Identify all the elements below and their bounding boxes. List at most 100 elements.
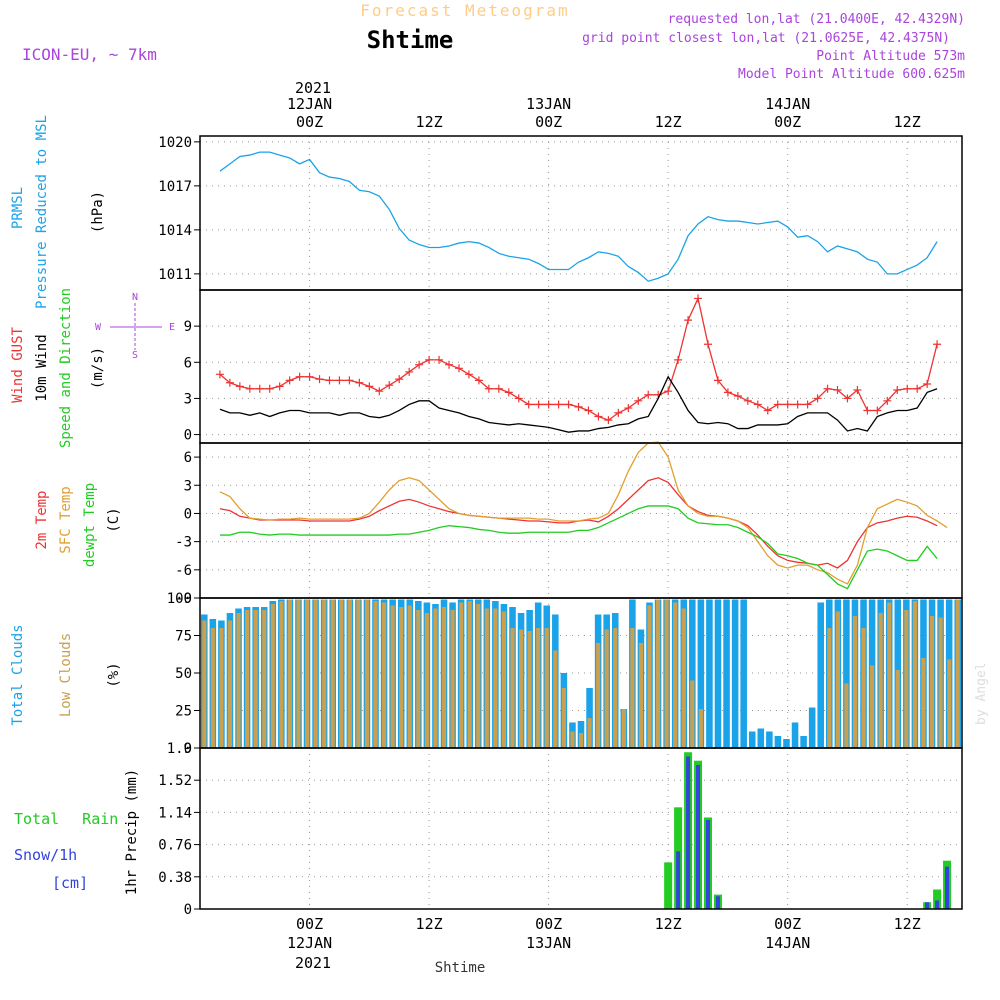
- low-cloud-bar: [459, 602, 464, 748]
- low-cloud-bar: [681, 608, 686, 748]
- gust-point: [365, 382, 374, 391]
- low-cloud-bar: [630, 628, 635, 748]
- bottom-year: 2021: [295, 954, 331, 972]
- low-cloud-bar: [270, 604, 275, 748]
- low-cloud-bar: [347, 599, 352, 748]
- gust-point: [684, 316, 693, 325]
- low-cloud-bar: [955, 599, 960, 748]
- gust-point: [843, 394, 852, 403]
- gust-point: [534, 400, 543, 409]
- low-cloud-bar: [373, 601, 378, 748]
- low-cloud-bar: [510, 628, 515, 748]
- compass-s: S: [132, 350, 138, 361]
- snow-bar: [696, 764, 701, 909]
- low-cloud-bar: [236, 613, 241, 748]
- gust-point: [355, 378, 364, 387]
- low-cloud-bar: [664, 599, 669, 748]
- gust-point: [345, 376, 354, 385]
- gust-point: [415, 360, 424, 369]
- low-cloud-bar: [947, 659, 952, 748]
- top-tick-label: 12Z: [655, 113, 682, 131]
- gust-point: [713, 376, 722, 385]
- gust-point: [773, 400, 782, 409]
- gust-point: [933, 340, 942, 349]
- low-cloud-bar: [245, 610, 250, 748]
- y-tick-label: -6: [175, 563, 192, 579]
- gust-point: [813, 394, 822, 403]
- prmsl-desc-label: Pressure Reduced to MSL: [34, 115, 50, 309]
- top-tick-label: 00Z: [774, 113, 801, 131]
- low-cloud-bar: [536, 628, 541, 748]
- total-cloud-bar: [706, 599, 713, 748]
- low-cloud-bar: [895, 670, 900, 748]
- low-cloud-bar: [441, 607, 447, 748]
- gust-point: [285, 376, 294, 385]
- total-cloud-bar: [731, 599, 739, 748]
- temp-unit-label: (C): [106, 507, 122, 532]
- gust-point: [474, 376, 483, 385]
- location-title: Shtime: [367, 26, 454, 54]
- panel-frame: [199, 289, 963, 444]
- low-cloud-bar: [544, 628, 549, 748]
- snow-bar: [706, 820, 710, 909]
- y-tick-label: -3: [175, 535, 192, 551]
- low-cloud-bar: [921, 658, 926, 748]
- gust-point: [554, 400, 563, 409]
- requested-coords: requested lon,lat (21.0400E, 42.4329N): [668, 12, 965, 27]
- credit-watermark: by Angel: [974, 662, 989, 725]
- low-cloud-bar: [304, 599, 310, 748]
- gust-point: [584, 406, 593, 415]
- pressure-panel: 1011 1014 1017 1020: [158, 135, 963, 291]
- gust-point: [295, 372, 304, 381]
- gust-point: [275, 382, 284, 391]
- low-cloud-bar: [844, 683, 849, 748]
- gust-point: [594, 412, 603, 421]
- wind-unit-label: (m/s): [90, 347, 106, 389]
- gust-point: [723, 388, 732, 397]
- low-cloud-bar: [596, 643, 601, 748]
- low-cloud-bar: [604, 629, 609, 748]
- gust-point: [614, 408, 623, 417]
- top-tick-label: 12Z: [416, 113, 443, 131]
- low-cloud-bar: [673, 602, 678, 748]
- gust-point: [514, 394, 523, 403]
- low-cloud-bar: [655, 599, 661, 748]
- y-tick-label: 0.38: [158, 870, 192, 886]
- total-cloud-bar: [714, 599, 722, 748]
- low-cloud-bar: [416, 610, 421, 748]
- low-cloud-bar: [424, 613, 429, 748]
- panel-frame: [199, 747, 963, 910]
- gust-point: [644, 390, 653, 399]
- gust-point: [564, 400, 573, 409]
- low-cloud-bar: [467, 601, 472, 748]
- gust-point: [435, 355, 444, 364]
- series-line: [219, 477, 938, 569]
- series-line: [219, 375, 938, 433]
- snow-bar: [686, 756, 691, 909]
- gust-point: [405, 367, 414, 376]
- low-cloud-bar: [322, 599, 327, 748]
- low-cloud-bar: [878, 613, 883, 748]
- rain-bar: [664, 862, 673, 909]
- y-axis-labels: PRMSL Pressure Reduced to MSL (hPa) Wind…: [10, 115, 140, 895]
- y-tick-label: 0: [184, 902, 192, 918]
- low-cloud-bar: [356, 599, 361, 748]
- gust-point: [704, 340, 712, 349]
- y-tick-label: 25: [175, 704, 192, 720]
- dewpt-label: dewpt Temp: [82, 483, 98, 567]
- y-tick-label: 3: [184, 478, 192, 494]
- gust-point: [225, 378, 234, 387]
- gust-point: [464, 370, 473, 379]
- prmsl-label: PRMSL: [10, 187, 26, 229]
- top-tick-label: 00Z: [296, 113, 323, 131]
- total-cloud-bar: [740, 599, 747, 748]
- low-cloud-bar: [647, 605, 652, 748]
- gust-point: [315, 375, 324, 384]
- gust-point: [574, 402, 583, 411]
- gust-point: [385, 381, 394, 390]
- y-tick-label: 1.14: [158, 805, 192, 821]
- gust-point: [893, 385, 902, 394]
- gust-point: [913, 384, 922, 393]
- low-cloud-bar: [518, 629, 524, 748]
- top-tick-label: 12Z: [894, 113, 921, 131]
